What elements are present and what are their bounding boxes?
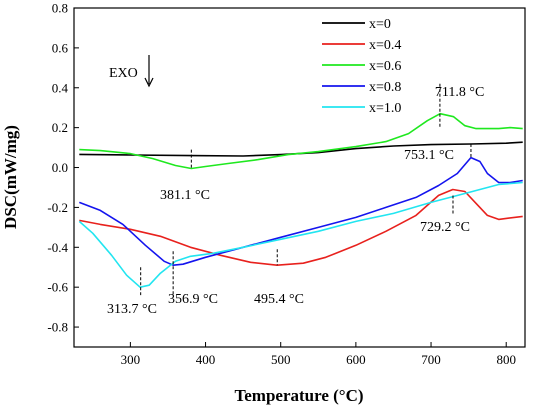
- x-tick-label: 300: [121, 352, 141, 367]
- x-axis-title: Temperature (°C): [234, 386, 363, 405]
- annotation-label: 313.7 °C: [107, 302, 157, 317]
- x-tick-label: 500: [271, 352, 291, 367]
- y-tick-label: -0.8: [47, 320, 68, 335]
- legend: x=0 x=0.4 x=0.6 x=0.8 x=1.0: [322, 17, 401, 116]
- x-tick-label: 700: [421, 352, 441, 367]
- y-tick-label: -0.4: [47, 240, 68, 255]
- y-tick-label: 0.2: [52, 120, 68, 135]
- annotation-label: 356.9 °C: [168, 292, 218, 307]
- legend-label: x=0: [369, 17, 391, 32]
- y-tick-label: 0.4: [52, 80, 69, 95]
- series-line: [79, 141, 523, 157]
- plot-layer: 300 400 500 600 700 800 -0.8 -0.6 -0.4 -0.2 0.0 0.2…: [47, 1, 523, 367]
- annotation-label: 711.8 °C: [435, 85, 484, 100]
- x-tick-label: 400: [196, 352, 216, 367]
- y-tick-label: -0.2: [47, 200, 68, 215]
- series-line: [79, 188, 523, 266]
- y-tick-label: -0.6: [47, 280, 68, 295]
- x-tick-label: 800: [496, 352, 516, 367]
- series-line: [79, 112, 523, 170]
- series-line: [78, 181, 523, 288]
- exo-arrowhead-icon: [144, 77, 154, 88]
- plot-frame: [73, 7, 526, 348]
- annotation-label: 753.1 °C: [404, 148, 454, 163]
- y-tick-label: 0.6: [52, 40, 69, 55]
- legend-label: x=0.8: [369, 80, 401, 95]
- exo-label: EXO: [109, 66, 138, 81]
- y-tick-label: 0.8: [52, 1, 68, 16]
- annotation-label: 381.1 °C: [160, 188, 210, 203]
- exo-marker: EXO: [109, 55, 154, 88]
- annotation-label: 495.4 °C: [254, 292, 304, 307]
- legend-label: x=0.4: [369, 38, 401, 53]
- series-line: [79, 156, 523, 266]
- legend-label: x=1.0: [369, 101, 401, 116]
- x-tick-label: 600: [346, 352, 366, 367]
- annotation-label: 729.2 °C: [420, 220, 470, 235]
- y-axis-title: DSC(mW/mg): [1, 125, 20, 229]
- legend-label: x=0.6: [369, 59, 401, 74]
- y-tick-label: 0.0: [52, 160, 68, 175]
